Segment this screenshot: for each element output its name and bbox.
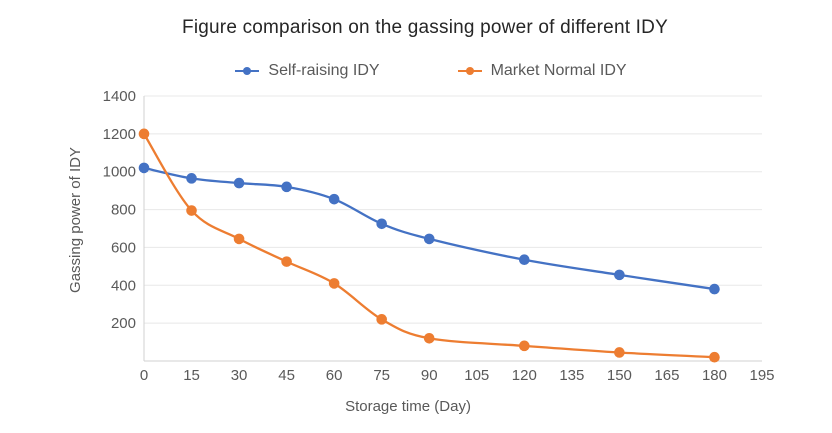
y-tick-label: 600 [111, 239, 136, 256]
x-tick-label: 120 [512, 367, 537, 384]
legend-label-self-raising-idy: Self-raising IDY [268, 62, 380, 79]
y-tick-label: 800 [111, 202, 136, 219]
y-tick-label: 1400 [103, 88, 136, 105]
series-line-0 [142, 166, 716, 291]
data-point-marker [233, 177, 245, 189]
data-point-marker [519, 254, 530, 266]
data-point-marker [281, 181, 292, 193]
x-tick-label: 75 [373, 367, 390, 384]
x-tick-label: 60 [326, 367, 343, 384]
data-point-marker [138, 162, 150, 174]
x-tick-label: 195 [749, 367, 774, 384]
x-tick-label: 90 [421, 367, 438, 384]
x-tick-label: 45 [278, 367, 295, 384]
y-tick-label: 1000 [103, 164, 136, 181]
x-tick-label: 180 [702, 367, 727, 384]
x-tick-label: 0 [140, 367, 148, 384]
x-tick-label: 15 [183, 367, 200, 384]
x-axis-title: Storage time (Day) [345, 398, 471, 415]
series-line-1 [142, 132, 716, 359]
x-tick-label: 105 [464, 367, 489, 384]
data-point-marker [709, 283, 720, 295]
legend-item-self-raising-idy: Self-raising IDY [235, 62, 380, 80]
legend-dot-swatch [465, 67, 474, 75]
data-point-marker [328, 278, 340, 289]
data-point-marker [614, 269, 625, 281]
x-tick-label: 30 [231, 367, 248, 384]
data-point-marker [423, 233, 435, 245]
chart-title: Figure comparison on the gassing power o… [182, 17, 668, 38]
data-point-marker [709, 351, 720, 363]
data-point-marker [614, 347, 625, 358]
data-point-marker [519, 340, 530, 352]
legend-dot-swatch [243, 67, 252, 75]
data-point-marker [423, 332, 435, 344]
y-tick-label: 200 [111, 315, 136, 332]
legend-label-market-normal-idy: Market Normal IDY [490, 62, 627, 79]
y-tick-label: 1200 [103, 126, 136, 143]
y-tick-label: 400 [111, 277, 136, 294]
line-marker-icon [457, 66, 482, 76]
data-point-marker [281, 256, 292, 267]
data-point-marker [376, 218, 387, 230]
line-marker-icon [235, 66, 260, 76]
data-point-marker [186, 173, 197, 184]
x-tick-label: 135 [559, 367, 584, 384]
data-point-marker [138, 128, 150, 140]
data-point-marker [186, 205, 197, 216]
legend: Self-raising IDY Market Normal IDY [30, 62, 832, 80]
x-tick-label: 150 [607, 367, 632, 384]
legend-item-market-normal-idy: Market Normal IDY [457, 62, 627, 80]
data-point-marker [233, 233, 245, 245]
data-point-marker [376, 314, 387, 325]
x-tick-label: 165 [654, 367, 679, 384]
data-point-marker [328, 193, 340, 205]
